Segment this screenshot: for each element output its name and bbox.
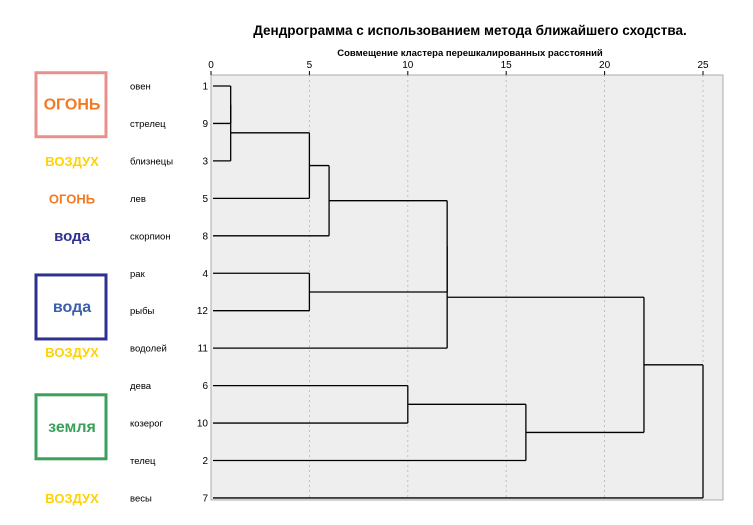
element-label: земля (48, 419, 96, 436)
leaf-label: близнецы (130, 156, 173, 167)
tick-label: 25 (697, 60, 709, 71)
leaf-id: 10 (197, 419, 209, 430)
tick-label: 5 (307, 60, 313, 71)
element-label: ВОЗДУХ (45, 154, 99, 169)
leaf-label: козерог (130, 419, 164, 430)
leaf-label: скорпион (130, 231, 171, 242)
leaf-id: 1 (202, 82, 208, 93)
leaf-label: стрелец (130, 119, 166, 130)
leaf-label: телец (130, 456, 156, 467)
tick-label: 10 (402, 60, 414, 71)
leaf-labels: овен 1 стрелец 9 близнецы 3 лев 5 скорпион 8 рак 4 р… (130, 82, 208, 505)
element-label: ВОЗДУХ (45, 345, 99, 360)
element-label: ВОЗДУХ (45, 491, 99, 506)
leaf-id: 2 (202, 456, 208, 467)
leaf-label: весы (130, 493, 152, 504)
leaf-id: 11 (198, 344, 209, 355)
plot-area (210, 74, 724, 501)
leaf-label: овен (130, 82, 151, 93)
element-label: вода (54, 228, 91, 245)
element-label: ОГОНЬ (49, 191, 95, 206)
element-label: ОГОНЬ (44, 97, 101, 114)
leaf-id: 4 (202, 269, 208, 280)
leaf-label: водолей (130, 344, 167, 355)
element-label: вода (53, 299, 91, 316)
leaf-id: 7 (202, 493, 208, 504)
leaf-id: 8 (202, 231, 208, 242)
leaf-label: рыбы (130, 306, 155, 317)
tick-label: 0 (208, 60, 214, 71)
x-axis-ticks: 0 5 10 15 20 25 (208, 60, 709, 75)
element-annotations: ОГОНЬ ВОЗДУХ ОГОНЬ вода вода ВОЗДУХ земля ВОЗДУ… (34, 71, 108, 506)
tick-label: 20 (599, 60, 611, 71)
element-box (34, 273, 108, 341)
leaf-id: 3 (202, 156, 208, 167)
x-axis-label: Совмещение кластера перешкалированных ра… (337, 48, 603, 59)
tick-label: 15 (501, 60, 513, 71)
leaf-label: дева (130, 381, 152, 392)
element-box (34, 71, 108, 139)
chart-title: Дендрограмма с использованием метода бли… (253, 23, 686, 38)
leaf-label: лев (130, 194, 146, 205)
leaf-id: 5 (202, 194, 208, 205)
leaf-label: рак (130, 269, 146, 280)
leaf-id: 6 (202, 381, 208, 392)
element-box (34, 393, 108, 461)
leaf-id: 12 (197, 306, 209, 317)
leaf-id: 9 (202, 119, 208, 130)
dendrogram-links (213, 85, 704, 499)
